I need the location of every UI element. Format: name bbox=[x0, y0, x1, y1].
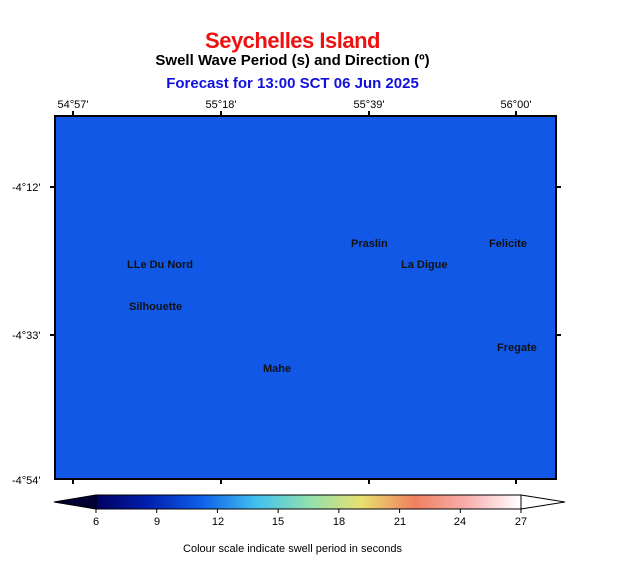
lat-label-3: -4°54' bbox=[12, 475, 41, 487]
colorbar-tick-label: 27 bbox=[514, 516, 528, 528]
lon-tick-bottom bbox=[368, 480, 370, 484]
colorbar-tick-label: 24 bbox=[453, 516, 467, 528]
colorbar-tick-label: 18 bbox=[332, 516, 346, 528]
colorbar-caption: Colour scale indicate swell period in se… bbox=[183, 543, 402, 555]
lat-label-1: -4°12' bbox=[12, 182, 41, 194]
lon-label-4: 56°00' bbox=[500, 99, 532, 111]
lon-label-2: 55°18' bbox=[205, 99, 237, 111]
lon-tick-bottom bbox=[72, 480, 74, 484]
lon-label-3: 55°39' bbox=[353, 99, 385, 111]
place-label-praslin: Praslin bbox=[351, 238, 388, 250]
colorbar-low-arrow bbox=[53, 494, 97, 510]
place-label-lle-du-nord: LLe Du Nord bbox=[127, 259, 193, 271]
lat-tick-left bbox=[50, 186, 54, 188]
lat-tick-right bbox=[557, 186, 561, 188]
map-subtitle: Swell Wave Period (s) and Direction (º) bbox=[155, 52, 430, 69]
lon-tick-top bbox=[368, 111, 370, 115]
place-label-la-digue: La Digue bbox=[401, 259, 448, 271]
colorbar-tick-label: 6 bbox=[92, 516, 100, 528]
lat-label-2: -4°33' bbox=[12, 330, 41, 342]
place-label-fregate: Fregate bbox=[497, 342, 537, 354]
lon-label-1: 54°57' bbox=[57, 99, 89, 111]
colorbar-tick-label: 12 bbox=[211, 516, 225, 528]
lat-tick-right bbox=[557, 334, 561, 336]
place-label-mahe: Mahe bbox=[263, 363, 292, 375]
map-title: Seychelles Island bbox=[205, 28, 380, 53]
lon-tick-bottom bbox=[220, 480, 222, 484]
swell-map-area[interactable]: LLe Du Nord Praslin Felicite La Digue Si… bbox=[54, 115, 557, 480]
colorbar-tick-label: 15 bbox=[271, 516, 285, 528]
colorbar-gradient bbox=[95, 494, 522, 510]
lon-tick-top bbox=[515, 111, 517, 115]
colorbar-high-arrow bbox=[520, 494, 566, 510]
lon-tick-bottom bbox=[515, 480, 517, 484]
place-label-felicite: Felicite bbox=[489, 238, 527, 250]
lon-tick-top bbox=[72, 111, 74, 115]
colorbar-tick-label: 9 bbox=[153, 516, 161, 528]
place-label-silhouette: Silhouette bbox=[129, 301, 183, 313]
lat-tick-left bbox=[50, 334, 54, 336]
forecast-time: Forecast for 13:00 SCT 06 Jun 2025 bbox=[166, 75, 419, 92]
colorbar-tick-label: 21 bbox=[393, 516, 407, 528]
lon-tick-top bbox=[220, 111, 222, 115]
